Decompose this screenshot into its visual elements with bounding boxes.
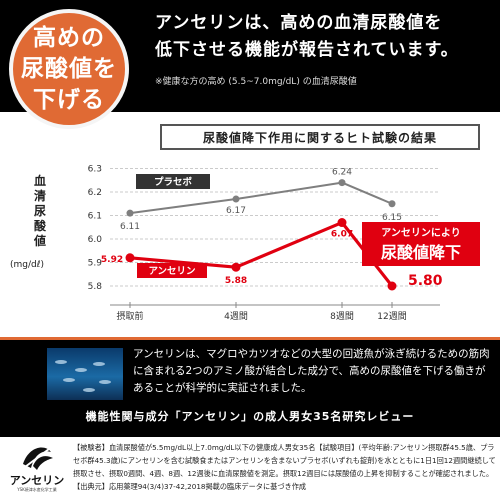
fish-logo-icon — [20, 445, 54, 471]
callout-line: アンセリンにより — [381, 227, 460, 239]
claim-badge: 高めの 尿酸値を 下げる — [9, 9, 129, 129]
y-axis-unit: (mg/dℓ) — [10, 260, 44, 270]
data-point — [337, 218, 347, 228]
y-tick-label: 6.2 — [88, 188, 102, 198]
data-point — [125, 253, 135, 263]
data-point — [232, 195, 240, 203]
y-tick-label: 5.9 — [88, 259, 103, 269]
headline-line: アンセリンは、高めの血清尿酸値を — [155, 13, 443, 33]
fish-shape — [63, 378, 75, 382]
x-tick-label: 4週間 — [224, 311, 248, 322]
y-axis-label-char: 清 — [33, 189, 46, 203]
y-tick-label: 5.8 — [88, 282, 103, 292]
headline-line: 低下させる機能が報告されています。 — [155, 40, 459, 60]
logo-name: アンセリン — [9, 474, 65, 487]
data-point — [388, 200, 396, 208]
x-tick-label: 12週間 — [377, 311, 406, 322]
description-text: アンセリンは、マグロやカツオなどの大型の回遊魚が泳ぎ続けるための筋肉に含まれる2… — [133, 348, 490, 394]
study-details: 【被験者】血清尿酸値が5.5mg/dL以上7.0mg/dL以下の健康成人男女35… — [73, 443, 496, 491]
data-label: 6.11 — [120, 222, 140, 232]
divider — [0, 337, 500, 340]
fish-shape — [99, 380, 111, 384]
legend-tag-label: プラセボ — [154, 176, 193, 188]
footnote: ※健康な方の高め (5.5~7.0mg/dL) の血清尿酸値 — [155, 77, 357, 87]
data-label: 6.17 — [226, 206, 246, 216]
fish-shape — [93, 362, 105, 366]
footer: アンセリン YSK焼津水産化学工業 【被験者】血清尿酸値が5.5mg/dL以上7… — [0, 437, 500, 500]
badge-line: 尿酸値を — [21, 55, 117, 82]
callout-box — [362, 222, 480, 266]
legend-tag — [136, 174, 210, 189]
x-tick-label: 摂取前 — [116, 310, 143, 322]
chart-title: 尿酸値降下作用に関するヒト試験の結果 — [160, 124, 480, 150]
data-label: 5.80 — [408, 273, 443, 289]
legend-tag-label: アンセリン — [148, 266, 195, 277]
data-label: 5.92 — [101, 255, 123, 265]
description-section: アンセリンは、マグロやカツオなどの大型の回遊魚が泳ぎ続けるための筋肉に含まれる2… — [0, 340, 500, 435]
logo-subtext: YSK焼津水産化学工業 — [17, 487, 57, 492]
review-caption: 機能性関与成分「アンセリン」の成人男女35名研究レビュー — [85, 410, 415, 423]
callout-line: 尿酸値降下 — [381, 243, 461, 262]
data-label: 6.15 — [382, 213, 402, 223]
header-section: 高めの 尿酸値を 下げる アンセリンは、高めの血清尿酸値を 低下させる機能が報告… — [0, 0, 500, 129]
data-label: 6.24 — [332, 168, 352, 178]
data-label: 5.88 — [225, 276, 247, 286]
brand-logo: アンセリン YSK焼津水産化学工業 — [5, 442, 69, 496]
y-tick-label: 6.3 — [88, 165, 102, 175]
y-axis-label: 血 清 尿 酸 値 — [30, 174, 50, 249]
badge-line: 高めの — [33, 24, 105, 51]
y-tick-label: 6.1 — [88, 212, 102, 222]
x-tick-label: 8週間 — [330, 311, 354, 322]
fish-shape — [55, 360, 67, 364]
badge-line: 下げる — [33, 86, 105, 113]
fish-shape — [75, 368, 87, 372]
y-axis-label-char: 値 — [33, 234, 46, 248]
data-point — [387, 281, 397, 291]
data-point — [231, 262, 241, 272]
data-label: 6.07 — [331, 230, 353, 240]
headline: アンセリンは、高めの血清尿酸値を 低下させる機能が報告されています。 — [155, 10, 495, 64]
y-axis-label-char: 血 — [33, 174, 46, 188]
y-axis-label-char: 酸 — [33, 219, 46, 233]
y-tick-label: 6.0 — [88, 235, 103, 245]
fish-shape — [83, 388, 95, 392]
line-chart: 6.3 6.2 6.1 6.0 5.9 5.8 摂取前 4週間 8週間 12週間 6.11 6.17 6… — [88, 165, 480, 322]
chart-panel: 尿酸値降下作用に関するヒト試験の結果 血 清 尿 酸 値 (mg/dℓ) 6.3… — [0, 112, 500, 337]
series-line — [129, 181, 393, 215]
data-point — [126, 209, 134, 217]
tuna-school-image — [47, 348, 123, 400]
y-axis-label-char: 尿 — [33, 204, 46, 218]
data-point — [338, 179, 346, 187]
legend-tag — [137, 263, 207, 278]
